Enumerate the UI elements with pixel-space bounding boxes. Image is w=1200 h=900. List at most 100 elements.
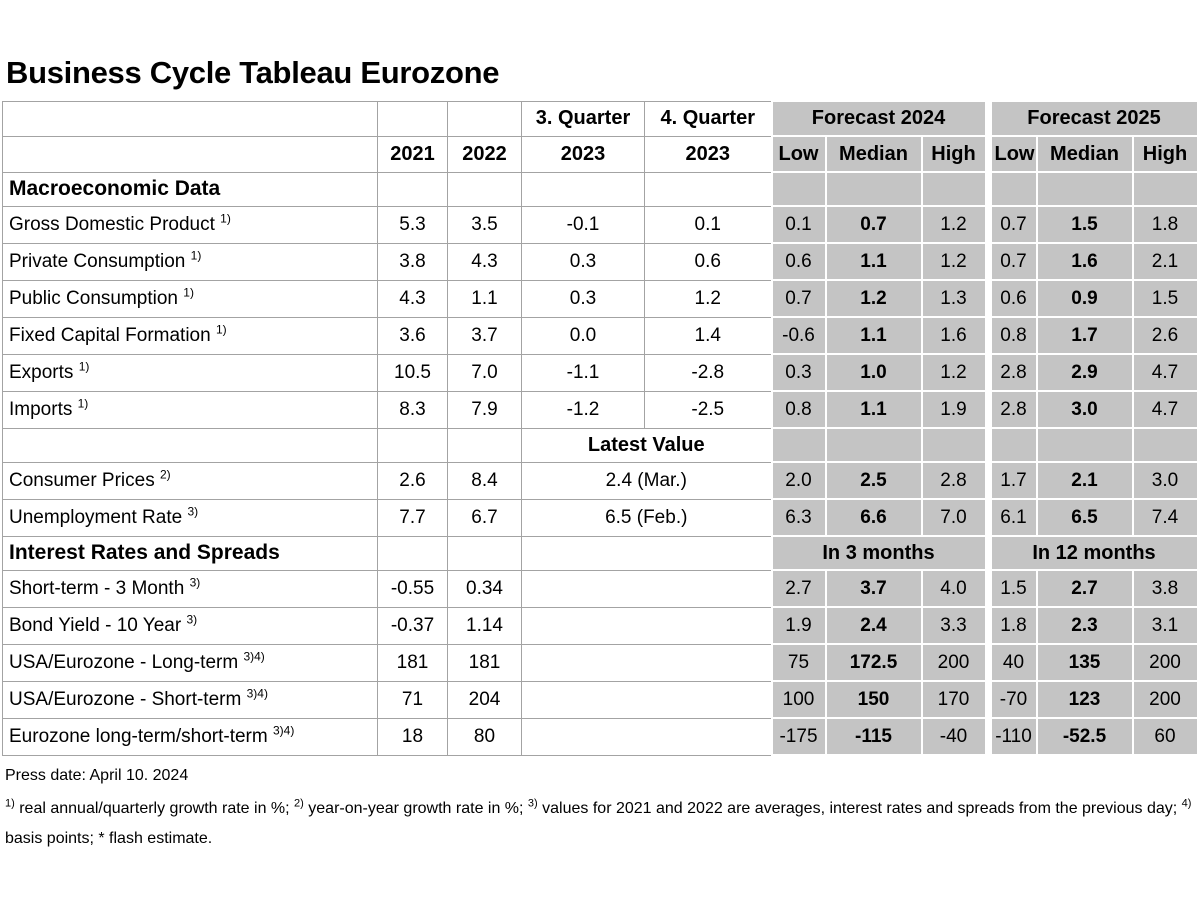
header-row-years: 2021 2022 2023 2023 Low Median High Low Median Hi… <box>2 135 1199 173</box>
forecast-cell: 1.7 <box>989 461 1038 500</box>
q3-header: 3. Quarter <box>521 100 645 137</box>
page-title: Business Cycle Tableau Eurozone <box>6 55 500 90</box>
footnote-marker: 1) <box>183 285 194 300</box>
forecast-median-cell: 2.4 <box>824 606 923 645</box>
group-separator <box>985 718 991 755</box>
section-row: Macroeconomic Data <box>2 171 1199 207</box>
forecast-median-cell: 172.5 <box>824 643 923 682</box>
forecast-cell <box>989 427 1038 463</box>
latest-value-cell <box>521 606 772 645</box>
forecast-cell: 1.5 <box>1131 279 1199 318</box>
forecast-cell: 200 <box>1131 680 1199 719</box>
forecast-cell: 1.2 <box>920 353 987 392</box>
forecast-cell: 0.8 <box>770 390 827 429</box>
latest-value-cell <box>521 680 772 719</box>
value-cell: 5.3 <box>377 205 448 244</box>
forecast-cell: 100 <box>770 680 827 719</box>
forecast-cell: 1.9 <box>770 606 827 645</box>
row-label: Private Consumption 1) <box>2 242 378 281</box>
data-row: Imports 1) 8.3 7.9 -1.2 -2.5 0.8 1.1 1.9 2.8 3.0 4… <box>2 390 1199 429</box>
group-separator <box>985 499 991 536</box>
footnote-marker: 2) <box>160 467 171 482</box>
data-row: USA/Eurozone - Long-term 3)4) 181 181 75 172… <box>2 643 1199 682</box>
value-cell: 3.7 <box>447 316 522 355</box>
cell <box>447 100 522 137</box>
forecast-2025-header: Forecast 2025 <box>989 100 1199 137</box>
forecast-cell: 2.1 <box>1131 242 1199 281</box>
forecast-cell: 0.6 <box>770 242 827 281</box>
forecast-cell: 0.7 <box>989 205 1038 244</box>
value-cell: -1.1 <box>521 353 645 392</box>
forecast-cell: 1.6 <box>920 316 987 355</box>
forecast-cell: 6.1 <box>989 498 1038 537</box>
forecast-median-cell <box>824 427 923 463</box>
forecast-median-cell: 1.1 <box>824 316 923 355</box>
value-cell: 0.34 <box>447 569 522 608</box>
row-label: Imports 1) <box>2 390 378 429</box>
footnote-marker: 3)4) <box>243 649 265 664</box>
header-row-quarters: 3. Quarter 4. Quarter Forecast 2024 Forecas… <box>2 100 1199 137</box>
q4-year-header: 2023 <box>644 135 772 173</box>
section-label: Interest Rates and Spreads <box>2 535 378 571</box>
data-row: Eurozone long-term/short-term 3)4) 18 80 -1… <box>2 717 1199 756</box>
forecast-cell: 2.8 <box>920 461 987 500</box>
footnote-marker: 1) <box>77 396 89 411</box>
forecast-cell: 1.9 <box>920 390 987 429</box>
row-label: Short-term - 3 Month 3) <box>2 569 378 608</box>
forecast-cell: 75 <box>770 643 827 682</box>
row-label <box>2 427 378 463</box>
forecast-cell: 4.0 <box>920 569 987 608</box>
latest-value-cell <box>521 569 772 608</box>
forecast-median-cell: 123 <box>1035 680 1134 719</box>
press-date: Press date: April 10. 2024 <box>5 767 189 784</box>
value-cell: 4.3 <box>377 279 448 318</box>
footnote-marker: 1) <box>215 322 227 337</box>
footnote-marker: 1) <box>78 359 90 374</box>
value-cell: 80 <box>447 717 522 756</box>
forecast-cell: -110 <box>989 717 1038 756</box>
latest-value-cell <box>521 717 772 756</box>
data-row: Exports 1) 10.5 7.0 -1.1 -2.8 0.3 1.0 1.2 2.8 2.9… <box>2 353 1199 392</box>
data-row: Private Consumption 1) 3.8 4.3 0.3 0.6 0.6 1.1… <box>2 242 1199 281</box>
group-separator <box>985 644 991 681</box>
value-cell <box>377 427 448 463</box>
forecast-cell: 2.8 <box>989 390 1038 429</box>
value-cell: 0.0 <box>521 316 645 355</box>
forecast-cell: 2.7 <box>770 569 827 608</box>
forecast-cell: 4.7 <box>1131 353 1199 392</box>
value-cell: 181 <box>447 643 522 682</box>
forecast-median-cell: 2.3 <box>1035 606 1134 645</box>
footnote-marker: 3) <box>189 575 201 590</box>
cell <box>2 135 378 173</box>
f24-low-header: Low <box>770 135 827 173</box>
subheader-row: Latest Value <box>2 427 1199 463</box>
group-separator <box>985 354 991 391</box>
horizon-3-months-header: In 3 months <box>770 535 987 571</box>
value-cell: 1.1 <box>447 279 522 318</box>
row-label: Fixed Capital Formation 1) <box>2 316 378 355</box>
value-cell: 8.4 <box>447 461 522 500</box>
forecast-median-cell: 150 <box>824 680 923 719</box>
value-cell: 7.0 <box>447 353 522 392</box>
footnote-marker: 4) <box>1181 797 1192 810</box>
value-cell: 1.2 <box>644 279 772 318</box>
data-row: USA/Eurozone - Short-term 3)4) 71 204 100 15… <box>2 680 1199 719</box>
f24-median-header: Median <box>824 135 923 173</box>
f24-high-header: High <box>920 135 987 173</box>
forecast-median-cell <box>824 171 923 207</box>
value-cell: -0.55 <box>377 569 448 608</box>
forecast-cell: 7.0 <box>920 498 987 537</box>
year-2022-header: 2022 <box>447 135 522 173</box>
forecast-cell: 4.7 <box>1131 390 1199 429</box>
data-row: Bond Yield - 10 Year 3) -0.37 1.14 1.9 2.4 3.… <box>2 606 1199 645</box>
footnote-marker: 1) <box>190 248 202 263</box>
group-separator <box>985 428 991 462</box>
value-cell <box>521 171 645 207</box>
footnote-marker: 1) <box>5 797 15 810</box>
forecast-median-cell: 1.1 <box>824 390 923 429</box>
value-cell: 71 <box>377 680 448 719</box>
forecast-median-cell: -52.5 <box>1035 717 1134 756</box>
row-label: Gross Domestic Product 1) <box>2 205 378 244</box>
latest-value-cell: 6.5 (Feb.) <box>521 498 772 537</box>
